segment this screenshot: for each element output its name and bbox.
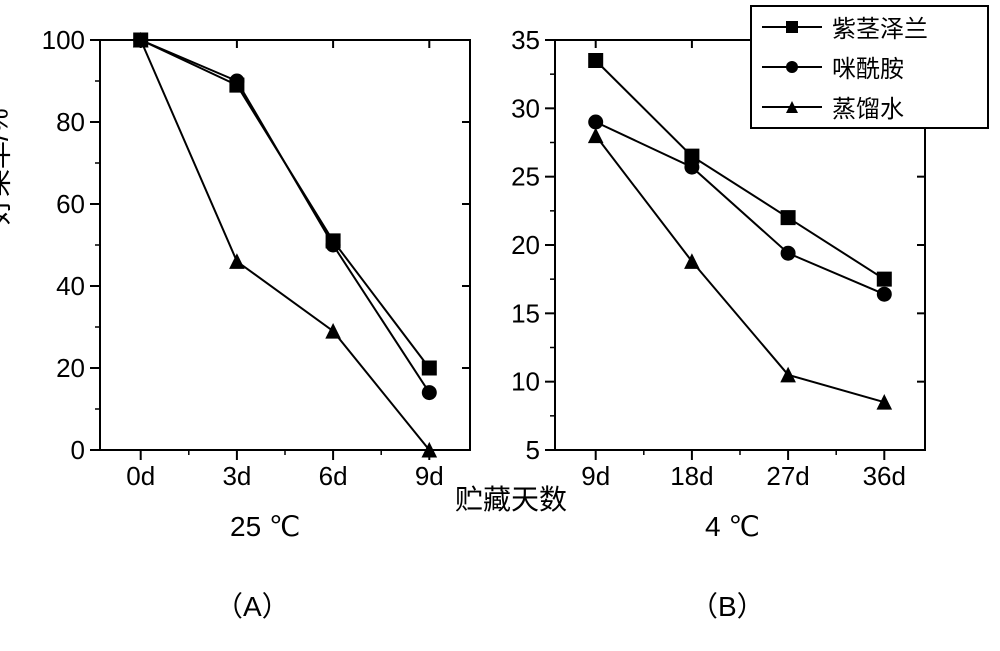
chart-panel-a: 0 20 40 60 80 100 0d 3d 6d 9d [30,30,520,520]
legend-item: 紫茎泽兰 [752,7,987,47]
ytick-label: 10 [511,367,540,397]
ytick-label: 30 [511,93,540,123]
xtick-label: 9d [415,461,444,491]
series-marker-circle [781,246,795,260]
series-marker-square [877,272,891,286]
series-line [141,40,430,368]
series-line [596,122,885,294]
ytick-label: 60 [56,189,85,219]
panel-sublabel-a: （A） [215,585,290,625]
series-marker-circle [326,238,340,252]
xtick-label: 9d [581,461,610,491]
legend-item: 蒸馏水 [752,87,987,127]
legend-marker-circle-icon [762,57,822,77]
series-line [596,136,885,403]
temp-label-b: 4 ℃ [705,510,760,543]
axis-frame [100,40,470,450]
series-marker-triangle [230,254,244,268]
y-axis-label: 好果率/% [0,108,17,225]
ytick-label: 0 [71,435,85,465]
panel-sublabel-b: （B） [690,585,765,625]
ytick-label: 20 [511,230,540,260]
ytick-label: 35 [511,30,540,55]
legend-label: 紫茎泽兰 [832,9,928,44]
xtick-label: 0d [126,461,155,491]
ytick-label: 20 [56,353,85,383]
series-marker-circle [230,74,244,88]
series-marker-circle [589,115,603,129]
series-marker-square [589,54,603,68]
legend-label: 蒸馏水 [832,89,904,124]
series-marker-triangle [877,395,891,409]
xtick-label: 6d [319,461,348,491]
legend-label: 咪酰胺 [832,49,904,84]
ytick-label: 25 [511,162,540,192]
xtick-label: 27d [766,461,809,491]
legend: 紫茎泽兰咪酰胺蒸馏水 [750,5,989,129]
series-marker-square [781,211,795,225]
ytick-label: 40 [56,271,85,301]
ytick-label: 15 [511,298,540,328]
xtick-label: 36d [863,461,906,491]
series-line [141,40,430,450]
xtick-label: 3d [222,461,251,491]
figure-root: 0 20 40 60 80 100 0d 3d 6d 9d 25 ℃ （A） 5 10 15 20 25 30 35… [0,0,1000,651]
ytick-label: 5 [526,435,540,465]
legend-marker-square-icon [762,17,822,37]
series-marker-square [422,361,436,375]
x-axis-label: 贮藏天数 [455,478,567,518]
temp-label-a: 25 ℃ [230,510,300,543]
legend-item: 咪酰胺 [752,47,987,87]
series-marker-circle [422,386,436,400]
series-marker-triangle [589,129,603,143]
legend-marker-triangle-icon [762,97,822,117]
series-line [141,40,430,393]
ytick-label: 100 [42,30,85,55]
series-marker-circle [685,160,699,174]
xtick-label: 18d [670,461,713,491]
series-marker-triangle [326,324,340,338]
ytick-label: 80 [56,107,85,137]
series-marker-circle [877,287,891,301]
